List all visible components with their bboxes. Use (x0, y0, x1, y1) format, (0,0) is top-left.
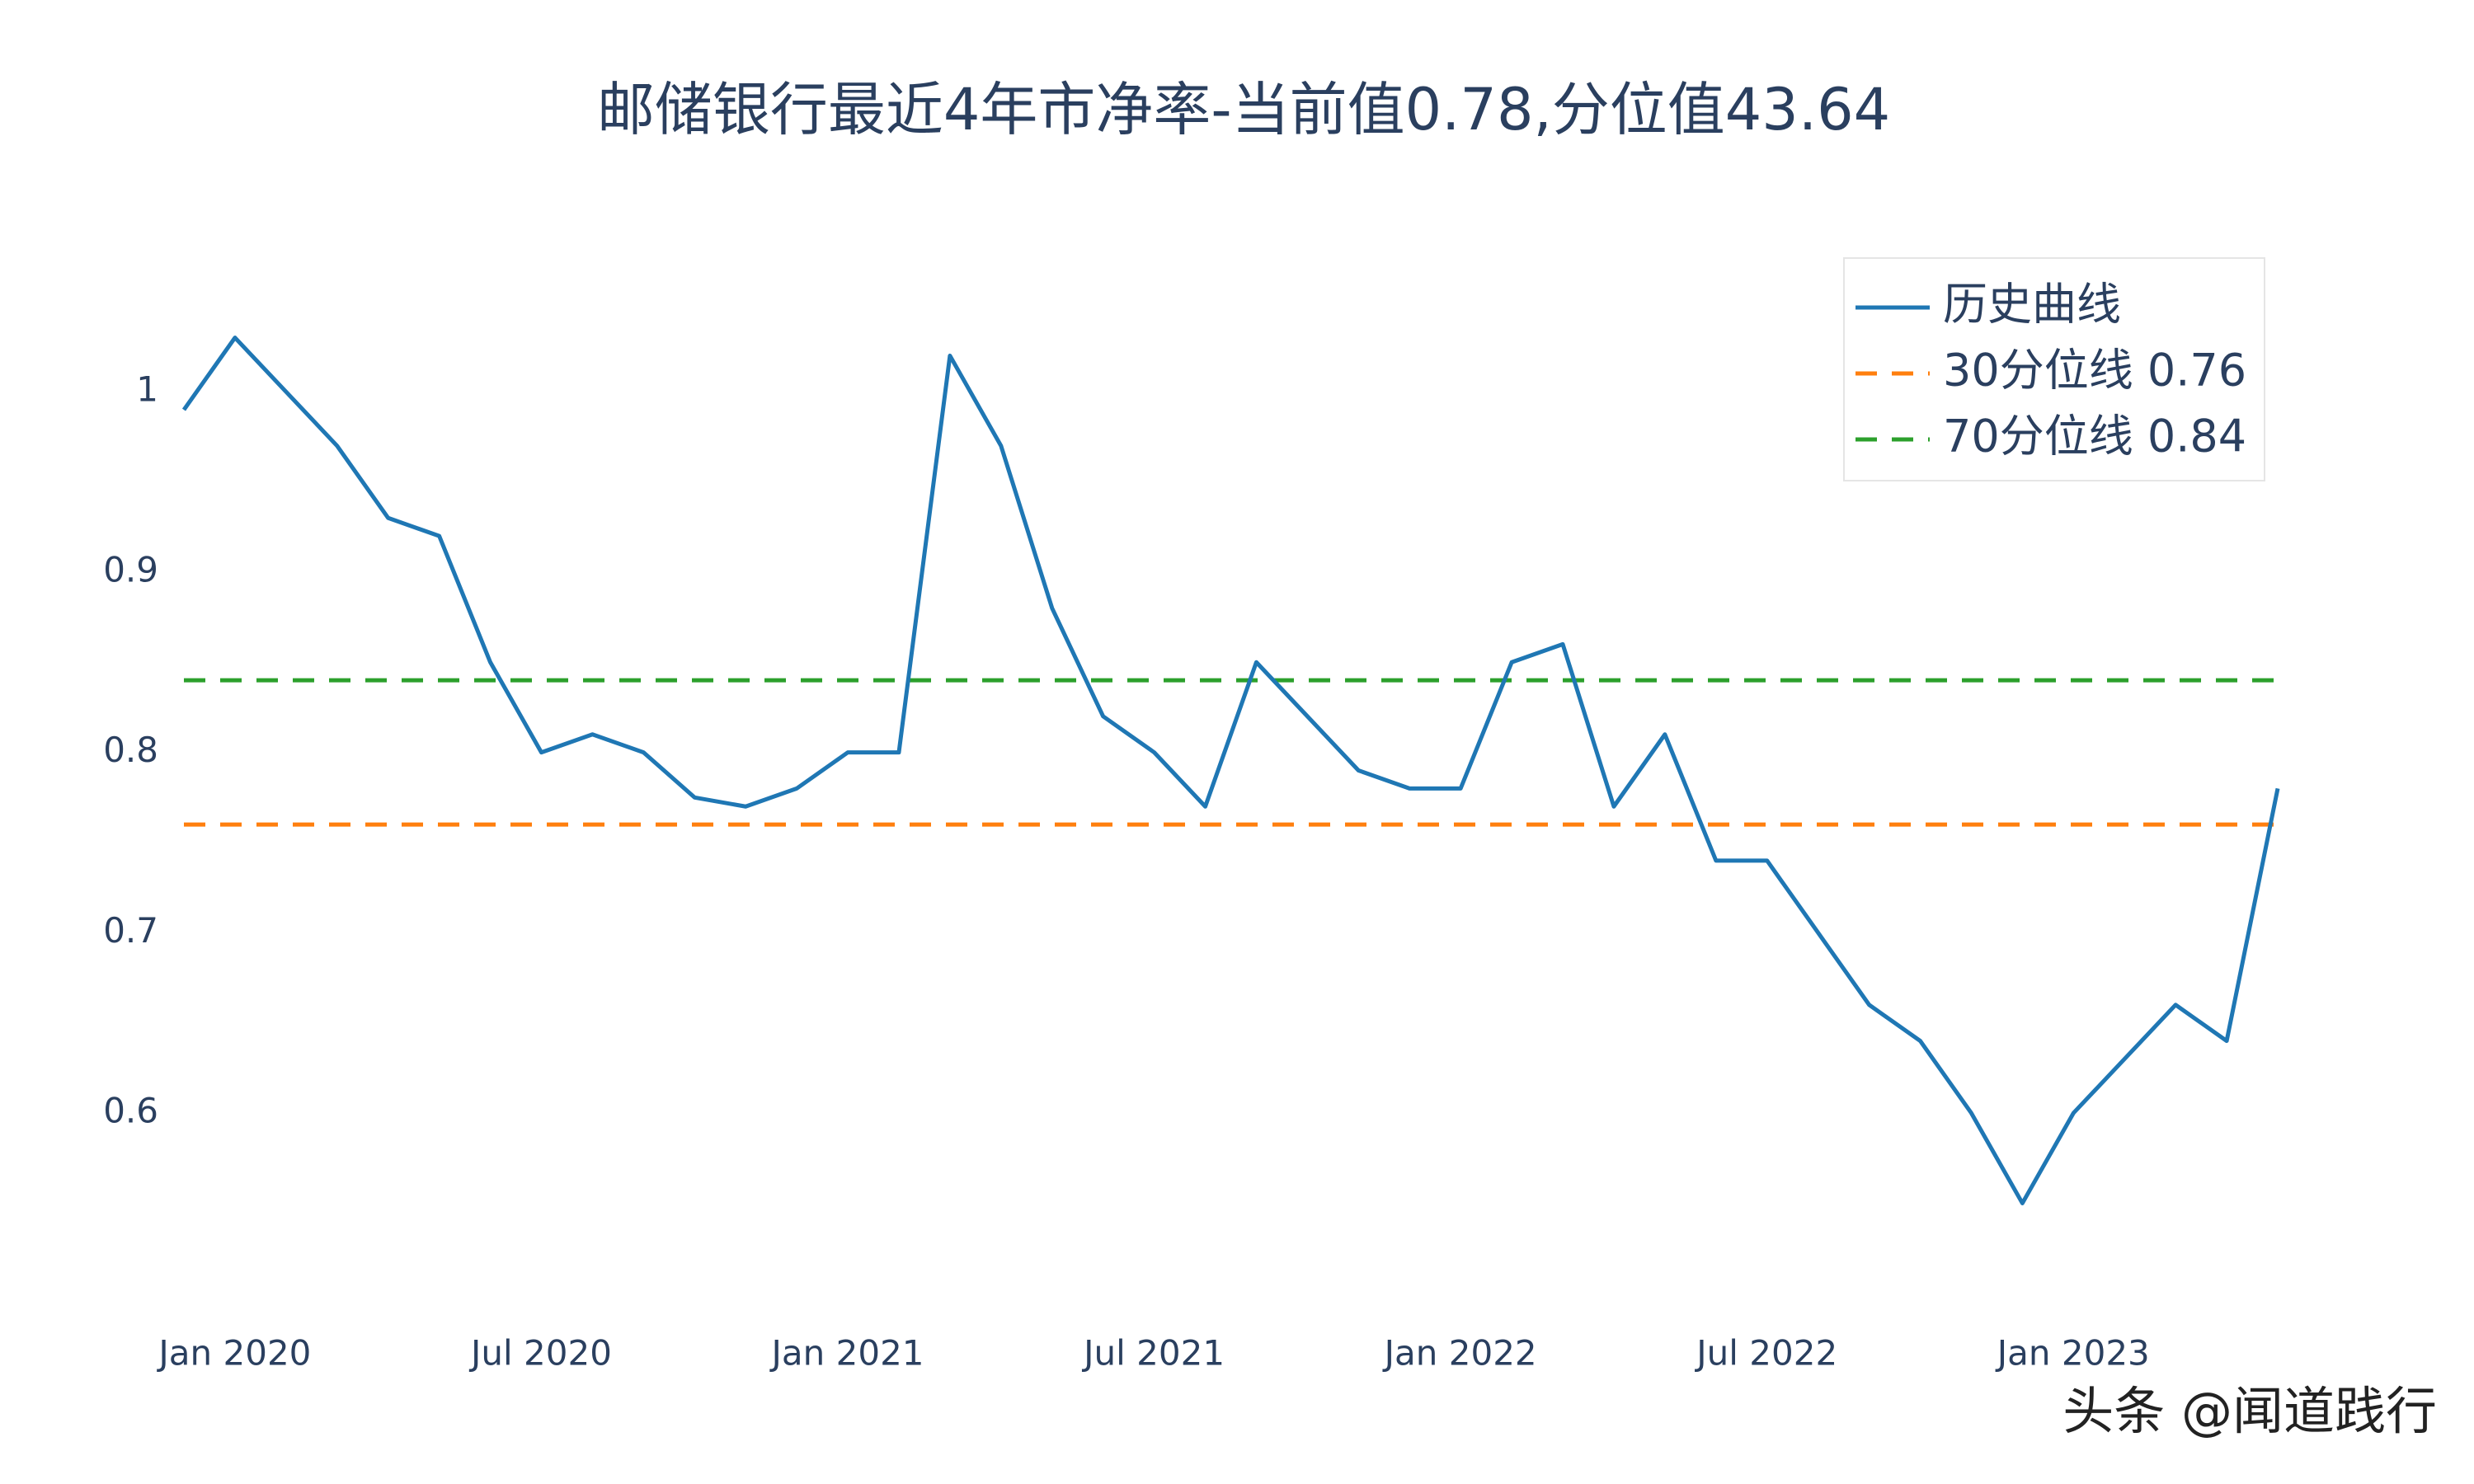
line-series (181, 336, 2280, 1205)
y-tick-label: 0.9 (103, 549, 158, 589)
x-tick-label: Jan 2022 (1382, 1333, 1537, 1374)
x-tick-label: Jan 2020 (156, 1333, 311, 1374)
y-tick-label: 1 (136, 369, 158, 410)
x-tick-label: Jan 2023 (1995, 1333, 2150, 1374)
y-tick-label: 0.8 (103, 730, 158, 770)
x-tick-label: Jul 2020 (468, 1333, 612, 1374)
watermark: 头条 @闻道践行 (2062, 1381, 2437, 1441)
x-tick-label: Jan 2021 (769, 1333, 924, 1374)
y-tick-label: 0.6 (103, 1091, 158, 1131)
chart-title: 邮储银行最近4年市净率-当前值0.78,分位值43.64 (597, 76, 1890, 143)
x-tick-label: Jul 2022 (1694, 1333, 1837, 1374)
legend-label: 70分位线 0.84 (1943, 411, 2246, 463)
legend-label: 历史曲线 (1943, 279, 2121, 331)
legend-box (1843, 257, 2265, 481)
y-tick-label: 0.7 (103, 910, 158, 951)
legend-label: 30分位线 0.76 (1943, 345, 2246, 397)
x-tick-label: Jul 2021 (1081, 1333, 1225, 1374)
